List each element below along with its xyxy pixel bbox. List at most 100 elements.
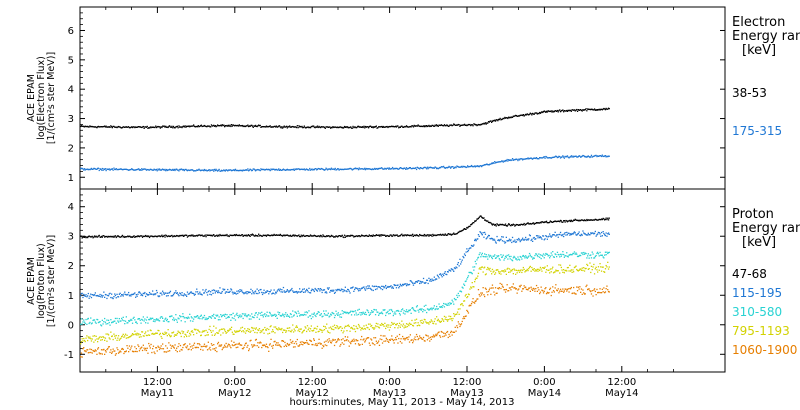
data-point	[577, 286, 579, 288]
data-point	[82, 168, 84, 170]
data-point	[233, 169, 235, 171]
data-point	[195, 316, 197, 318]
data-point	[241, 313, 244, 315]
data-point	[568, 254, 570, 256]
data-point	[90, 348, 93, 351]
data-point	[593, 109, 595, 111]
data-point	[162, 320, 165, 322]
data-point	[264, 313, 266, 315]
data-point	[381, 288, 384, 291]
data-point	[203, 314, 206, 317]
data-point	[275, 291, 277, 293]
data-point	[542, 156, 545, 158]
data-point	[190, 291, 192, 293]
data-point	[441, 166, 443, 168]
data-point	[563, 290, 565, 292]
data-point	[227, 345, 229, 347]
data-point	[371, 289, 373, 291]
data-point	[512, 223, 514, 225]
data-point	[555, 155, 557, 157]
data-point	[316, 235, 318, 238]
data-point	[138, 350, 141, 352]
data-point	[138, 291, 141, 293]
data-point	[131, 345, 133, 347]
data-point	[523, 255, 525, 258]
data-point	[201, 234, 203, 236]
data-point	[198, 168, 200, 170]
data-point	[107, 334, 110, 336]
data-point	[418, 324, 420, 326]
data-point	[343, 236, 345, 239]
data-point	[94, 339, 96, 341]
data-point	[550, 294, 552, 297]
data-point	[114, 126, 116, 128]
data-point	[390, 285, 392, 287]
data-point	[206, 294, 209, 296]
data-point	[237, 330, 240, 332]
data-point	[218, 168, 220, 171]
data-point	[304, 326, 306, 328]
data-point	[93, 294, 95, 297]
data-point	[569, 156, 571, 158]
data-point	[445, 303, 447, 305]
data-point	[83, 321, 86, 323]
data-point	[212, 169, 214, 171]
data-point	[116, 235, 118, 238]
data-point	[205, 236, 207, 238]
data-point	[595, 218, 597, 221]
data-point	[212, 292, 214, 294]
data-point	[405, 168, 407, 170]
data-point	[364, 311, 367, 314]
data-point	[241, 170, 244, 172]
data-point	[590, 219, 592, 221]
data-point	[238, 234, 240, 236]
data-point	[363, 338, 365, 340]
data-point	[458, 265, 460, 267]
data-point	[347, 235, 350, 237]
data-point	[559, 290, 561, 292]
data-point	[309, 126, 311, 128]
data-point	[459, 290, 461, 292]
data-point	[319, 343, 322, 345]
data-point	[451, 299, 453, 301]
data-point	[361, 327, 363, 329]
data-point	[227, 291, 230, 293]
data-point	[507, 267, 509, 269]
data-point	[607, 290, 610, 293]
data-point	[477, 123, 480, 126]
data-point	[398, 167, 401, 170]
data-point	[418, 235, 420, 237]
data-point	[439, 233, 442, 235]
data-point	[313, 289, 315, 291]
data-point	[518, 115, 521, 117]
data-point	[292, 290, 294, 292]
data-point	[179, 169, 182, 171]
data-point	[169, 344, 172, 346]
data-point	[450, 166, 452, 168]
data-point	[381, 313, 384, 315]
data-point	[157, 329, 159, 332]
data-point	[231, 344, 233, 346]
data-point	[162, 235, 165, 237]
data-point	[172, 168, 174, 171]
data-point	[587, 155, 589, 158]
data-point	[246, 293, 248, 295]
data-point	[355, 339, 357, 341]
data-point	[138, 126, 140, 128]
data-point	[303, 329, 305, 331]
data-point	[335, 235, 337, 237]
data-point	[189, 169, 192, 171]
data-point	[103, 168, 105, 170]
data-point	[373, 168, 375, 170]
data-point	[555, 253, 557, 256]
data-point	[602, 217, 604, 220]
data-point	[139, 348, 141, 350]
y-tick-label: -1	[64, 350, 74, 361]
data-point	[561, 269, 563, 271]
data-point	[398, 333, 401, 336]
data-point	[448, 333, 450, 336]
data-point	[463, 123, 466, 125]
data-point	[419, 308, 422, 310]
data-point	[142, 125, 144, 128]
data-point	[603, 287, 605, 289]
